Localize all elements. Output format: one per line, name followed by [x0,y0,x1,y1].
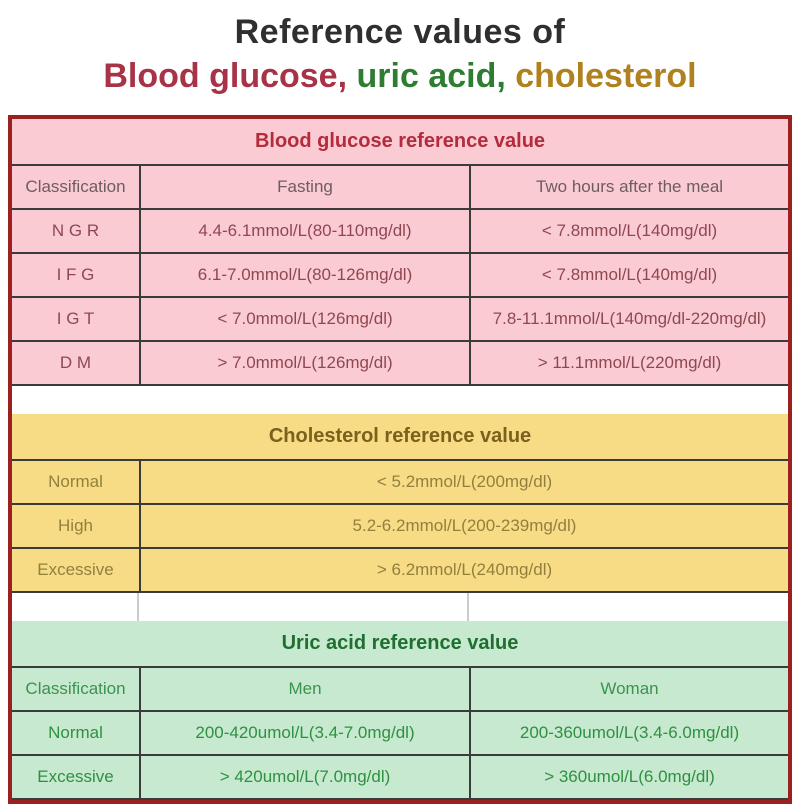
column-header: Woman [469,668,788,710]
value-cell: < 7.8mmol/L(140mg/dl) [469,210,788,252]
cholesterol-table: Cholesterol reference value Normal < 5.2… [12,414,788,593]
classification-cell: Normal [48,723,103,742]
value-cell: > 11.1mmol/L(220mg/dl) [469,342,788,384]
column-header: Classification [25,177,126,196]
table-row: High 5.2-6.2mmol/L(200-239mg/dl) [12,503,788,547]
uric-acid-table-title: Uric acid reference value [281,632,519,654]
gap-divider-line [467,593,469,621]
title-segment-cholesterol: cholesterol [515,56,697,95]
column-header: Classification [25,679,126,698]
value-cell: > 7.0mmol/L(126mg/dl) [139,342,469,384]
table-row: Excessive > 6.2mmol/L(240mg/dl) [12,547,788,591]
classification-cell: I G T [56,309,95,328]
value-cell: 5.2-6.2mmol/L(200-239mg/dl) [139,505,788,547]
value-cell: < 7.0mmol/L(126mg/dl) [139,298,469,340]
value-cell: > 420umol/L(7.0mg/dl) [139,756,469,798]
classification-cell: N G R [51,221,100,240]
white-gap [12,593,788,621]
classification-cell: High [58,516,93,535]
column-header: Men [139,668,469,710]
table-row: Excessive > 420umol/L(7.0mg/dl) > 360umo… [12,754,788,798]
tables-frame: Blood glucose reference value Classifica… [8,115,792,804]
value-cell: 4.4-6.1mmol/L(80-110mg/dl) [139,210,469,252]
value-cell: < 7.8mmol/L(140mg/dl) [469,254,788,296]
value-cell: 200-360umol/L(3.4-6.0mg/dl) [469,712,788,754]
classification-cell: Normal [48,472,103,491]
value-cell: < 5.2mmol/L(200mg/dl) [139,461,788,503]
table-row: I G T < 7.0mmol/L(126mg/dl) 7.8-11.1mmol… [12,296,788,340]
classification-cell: D M [59,353,92,372]
classification-cell: Excessive [37,560,114,579]
uric-acid-table: Uric acid reference value Classification… [12,621,788,800]
cholesterol-table-title: Cholesterol reference value [268,425,532,447]
title-segment-uric-acid: uric acid, [356,56,506,95]
value-cell: 6.1-7.0mmol/L(80-126mg/dl) [139,254,469,296]
page-title: Reference values of Blood glucose, uric … [0,0,800,97]
white-gap [12,386,788,414]
blood-glucose-table: Blood glucose reference value Classifica… [12,119,788,386]
table-row: Normal 200-420umol/L(3.4-7.0mg/dl) 200-3… [12,710,788,754]
table-row: N G R 4.4-6.1mmol/L(80-110mg/dl) < 7.8mm… [12,208,788,252]
gap-divider-line [137,593,139,621]
classification-cell: Excessive [37,767,114,786]
value-cell: 7.8-11.1mmol/L(140mg/dl-220mg/dl) [469,298,788,340]
table-row: D M > 7.0mmol/L(126mg/dl) > 11.1mmol/L(2… [12,340,788,384]
page-title-line2: Blood glucose, uric acid, cholesterol [0,56,800,97]
value-cell: > 360umol/L(6.0mg/dl) [469,756,788,798]
table-row: Normal < 5.2mmol/L(200mg/dl) [12,459,788,503]
page-title-line1: Reference values of [234,13,566,51]
table-row: I F G 6.1-7.0mmol/L(80-126mg/dl) < 7.8mm… [12,252,788,296]
uric-acid-header-row: Classification Men Woman [12,666,788,710]
title-segment-blood-glucose: Blood glucose, [103,56,348,95]
blood-glucose-header-row: Classification Fasting Two hours after t… [12,164,788,208]
column-header: Two hours after the meal [469,166,788,208]
value-cell: 200-420umol/L(3.4-7.0mg/dl) [139,712,469,754]
classification-cell: I F G [56,265,95,284]
column-header: Fasting [139,166,469,208]
blood-glucose-table-title: Blood glucose reference value [254,130,546,152]
value-cell: > 6.2mmol/L(240mg/dl) [139,549,788,591]
